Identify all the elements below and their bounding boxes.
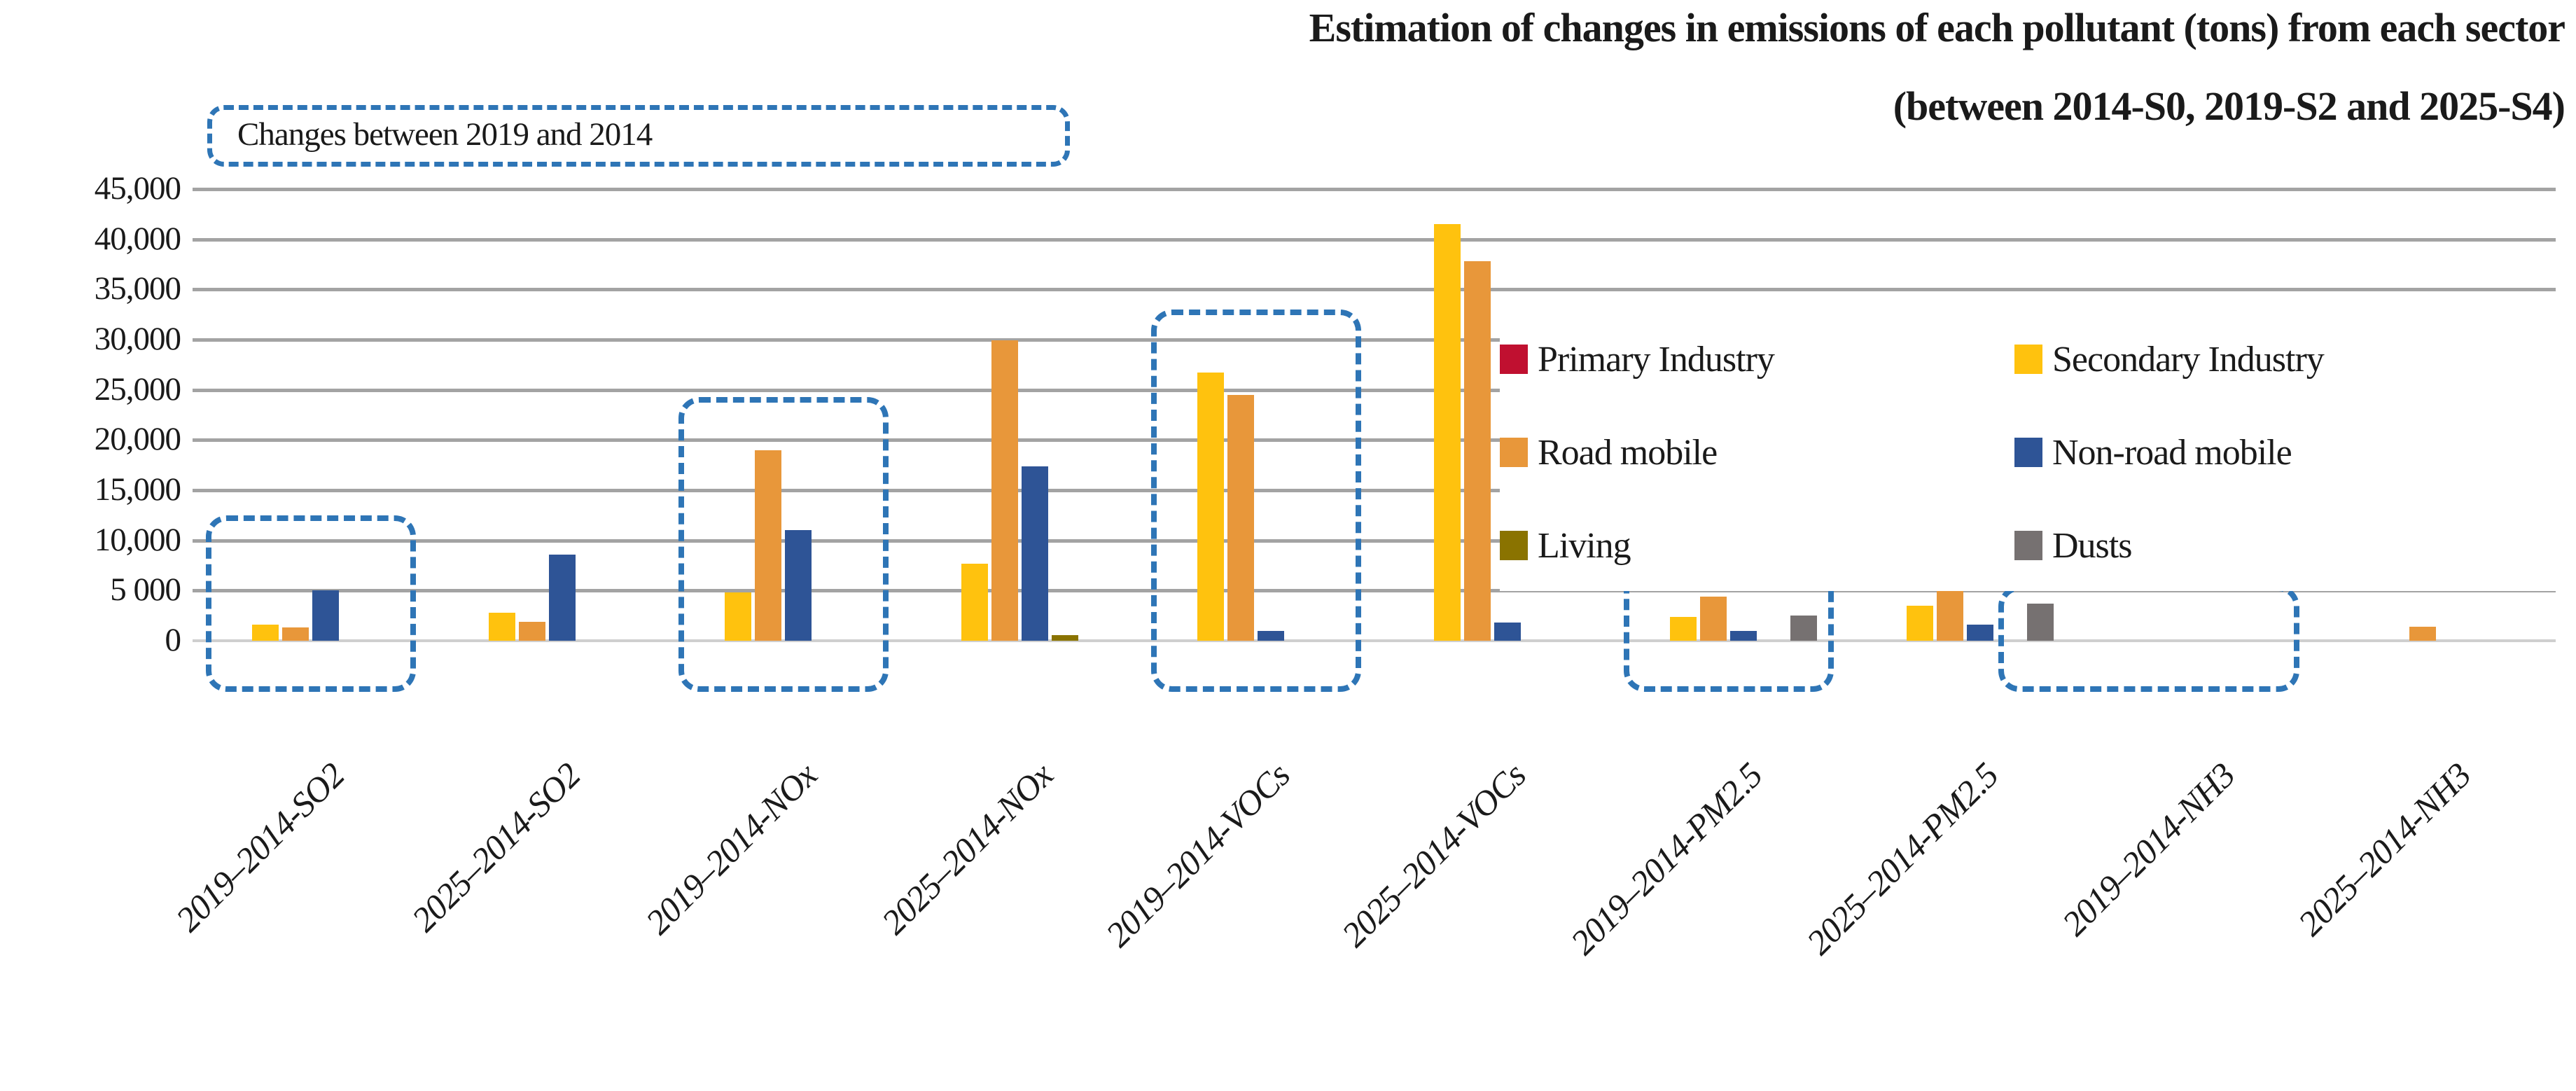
y-axis-tick-10000: 10,000	[94, 521, 181, 558]
bar-road-mobile-cat9	[2409, 626, 2436, 641]
gridline-45000	[193, 188, 2556, 191]
legend: Primary Industry Secondary Industry Road m…	[1500, 317, 2570, 591]
bar-road-mobile-cat5	[1463, 261, 1491, 641]
gridline-40000	[193, 237, 2556, 242]
highlight-dashed-box-3	[1150, 310, 1361, 692]
dusts-swatch-icon	[2014, 531, 2042, 560]
gridline-15000	[193, 489, 2556, 492]
bar-non-road-mobile-cat4	[1258, 630, 1285, 641]
gridline-35000	[193, 288, 2556, 292]
legend-label-secondary-industry: Secondary Industry	[2052, 339, 2325, 380]
primary-industry-swatch-icon	[1500, 345, 1528, 374]
y-axis-tick-35000: 35,000	[94, 270, 181, 307]
legend-label-primary-industry: Primary Industry	[1538, 339, 1775, 380]
legend-item-dusts: Dusts	[2014, 507, 2570, 584]
secondary-industry-swatch-icon	[2014, 345, 2042, 374]
annotation-label: Changes between 2019 and 2014	[237, 116, 653, 153]
highlight-dashed-box-1	[205, 515, 416, 692]
bar-secondary-industry-cat4	[1197, 373, 1225, 641]
legend-item-secondary-industry: Secondary Industry	[2014, 321, 2570, 398]
living-swatch-icon	[1500, 531, 1528, 560]
y-axis-tick-25000: 25,000	[94, 370, 181, 408]
legend-label-road-mobile: Road mobile	[1538, 432, 1718, 473]
highlight-dashed-box-5	[1998, 585, 2299, 692]
y-axis-tick-40000: 40,000	[94, 220, 181, 257]
chart-title-line2: (between 2014-S0, 2019-S2 and 2025-S4)	[1893, 83, 2565, 129]
road-mobile-swatch-icon	[1500, 438, 1528, 467]
y-axis-tick-15000: 15,000	[94, 471, 181, 508]
bar-non-road-mobile-cat0	[312, 590, 340, 641]
gridline-0	[193, 639, 2556, 642]
bar-secondary-industry-cat2	[725, 592, 752, 641]
bar-secondary-industry-cat1	[488, 612, 515, 641]
highlight-dashed-box-2	[678, 396, 889, 692]
gridline-20000	[193, 438, 2556, 443]
non-road-mobile-swatch-icon	[2014, 438, 2042, 467]
chart-title-line1: Estimation of changes in emissions of ea…	[1309, 5, 2565, 50]
legend-label-non-road-mobile: Non-road mobile	[2052, 432, 2292, 473]
legend-label-living: Living	[1538, 525, 1631, 566]
bar-road-mobile-cat2	[755, 450, 782, 641]
bar-non-road-mobile-cat2	[785, 530, 812, 641]
bar-non-road-mobile-cat3	[1021, 466, 1048, 641]
legend-item-living: Living	[1500, 507, 2014, 584]
bar-secondary-industry-cat3	[961, 563, 988, 641]
bar-dusts-cat7	[2026, 603, 2054, 641]
bar-dusts-cat6	[1790, 616, 1818, 641]
bar-non-road-mobile-cat7	[1966, 625, 1993, 641]
bar-secondary-industry-cat0	[252, 625, 279, 641]
legend-item-road-mobile: Road mobile	[1500, 414, 2014, 491]
bar-road-mobile-cat1	[518, 621, 545, 641]
y-axis-tick-20000: 20,000	[94, 421, 181, 458]
y-axis-tick-30000: 30,000	[94, 321, 181, 357]
gridline-30000	[193, 338, 2556, 342]
bar-road-mobile-cat4	[1227, 394, 1255, 641]
bar-non-road-mobile-cat1	[548, 554, 576, 641]
bar-secondary-industry-cat5	[1433, 224, 1461, 641]
chart-title: Estimation of changes in emissions of ea…	[1309, 3, 2565, 132]
legend-item-primary-industry: Primary Industry	[1500, 321, 2014, 398]
gridline-25000	[193, 388, 2556, 392]
bar-road-mobile-cat3	[991, 340, 1018, 641]
legend-item-non-road-mobile: Non-road mobile	[2014, 414, 2570, 491]
y-axis-tick-45000: 45,000	[94, 170, 181, 207]
bar-non-road-mobile-cat6	[1730, 630, 1757, 641]
bar-road-mobile-cat6	[1700, 596, 1727, 641]
legend-label-dusts: Dusts	[2052, 525, 2132, 566]
gridline-5000	[193, 589, 2556, 593]
y-axis-tick-5000: 5 000	[110, 571, 181, 609]
annotation-dashed-box: Changes between 2019 and 2014	[207, 105, 1070, 167]
bar-road-mobile-cat0	[282, 627, 309, 641]
bar-living-cat3	[1051, 635, 1078, 641]
bar-secondary-industry-cat7	[1906, 605, 1933, 641]
bar-secondary-industry-cat6	[1670, 616, 1697, 641]
gridline-10000	[193, 538, 2556, 543]
bar-non-road-mobile-cat5	[1494, 623, 1521, 641]
y-axis-tick-0: 0	[165, 622, 182, 658]
